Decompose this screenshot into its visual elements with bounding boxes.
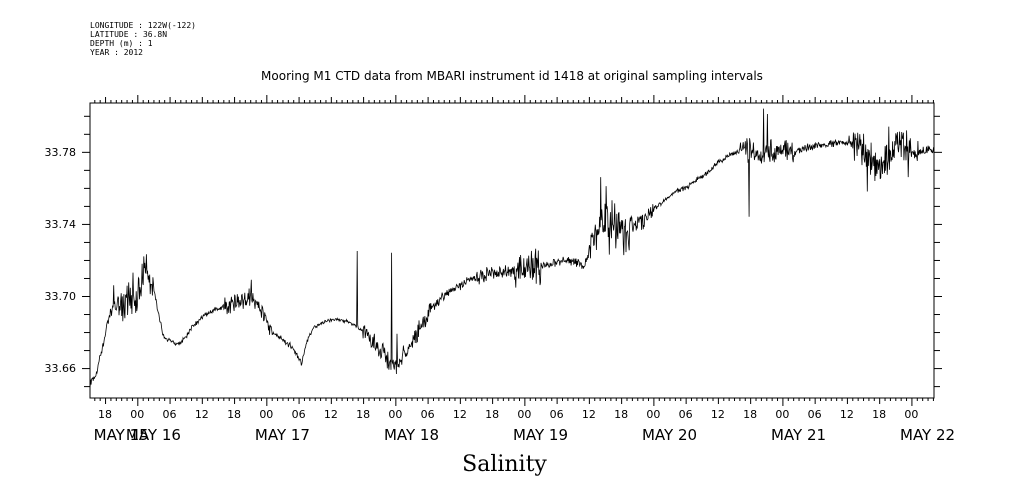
day-label: MAY 20 [642, 426, 697, 444]
day-label: MAY 19 [513, 426, 568, 444]
x-tick-label: 12 [711, 408, 725, 421]
y-tick-label: 33.78 [45, 146, 77, 159]
day-label: MAY 16 [126, 426, 181, 444]
day-label: MAY 22 [900, 426, 955, 444]
x-tick-label: 00 [775, 408, 789, 421]
salinity-series-line [89, 108, 935, 390]
x-tick-label: 06 [679, 408, 693, 421]
x-tick-label: 12 [582, 408, 596, 421]
x-axis-hour-labels: 18 00 06 12 18 00 06 12 18 00 06 12 18 00 06 12 18 00 06 12… [98, 408, 918, 421]
y-axis-labels: 33.66 33.70 33.74 33.78 [45, 146, 77, 375]
x-tick-label: 12 [453, 408, 467, 421]
day-label: MAY 21 [771, 426, 826, 444]
x-tick-label: 18 [743, 408, 757, 421]
axis-ticks [82, 95, 942, 406]
x-tick-label: 00 [646, 408, 660, 421]
day-label: MAY 15 [94, 426, 149, 444]
x-tick-label: 18 [485, 408, 499, 421]
y-tick-label: 33.74 [45, 218, 77, 231]
x-tick-label: 06 [163, 408, 177, 421]
day-label: MAY 17 [255, 426, 310, 444]
x-tick-label: 18 [227, 408, 241, 421]
plot-frame [89, 102, 935, 399]
x-tick-label: 18 [614, 408, 628, 421]
longitude-label: LONGITUDE : 122W(-122) [90, 21, 196, 30]
year-label: YEAR : 2012 [90, 48, 143, 57]
x-tick-label: 00 [259, 408, 273, 421]
x-tick-label: 12 [840, 408, 854, 421]
latitude-label: LATITUDE : 36.8N [90, 30, 168, 39]
x-tick-label: 00 [388, 408, 402, 421]
x-tick-label: 06 [292, 408, 306, 421]
x-tick-label: 12 [324, 408, 338, 421]
depth-label: DEPTH (m) : 1 [90, 39, 153, 48]
day-label: MAY 18 [384, 426, 439, 444]
x-tick-label: 06 [421, 408, 435, 421]
y-tick-label: 33.70 [45, 290, 77, 303]
x-axis-label: Salinity [462, 452, 547, 477]
metadata-block: LONGITUDE : 122W(-122) LATITUDE : 36.8N … [90, 21, 196, 57]
x-tick-label: 12 [195, 408, 209, 421]
x-tick-label: 18 [98, 408, 112, 421]
y-tick-label: 33.66 [45, 362, 77, 375]
x-tick-label: 00 [517, 408, 531, 421]
x-tick-label: 06 [550, 408, 564, 421]
chart-title: Mooring M1 CTD data from MBARI instrumen… [261, 69, 763, 83]
x-tick-label: 18 [872, 408, 886, 421]
x-tick-label: 00 [904, 408, 918, 421]
x-tick-label: 18 [356, 408, 370, 421]
x-tick-label: 00 [130, 408, 144, 421]
x-tick-label: 06 [808, 408, 822, 421]
